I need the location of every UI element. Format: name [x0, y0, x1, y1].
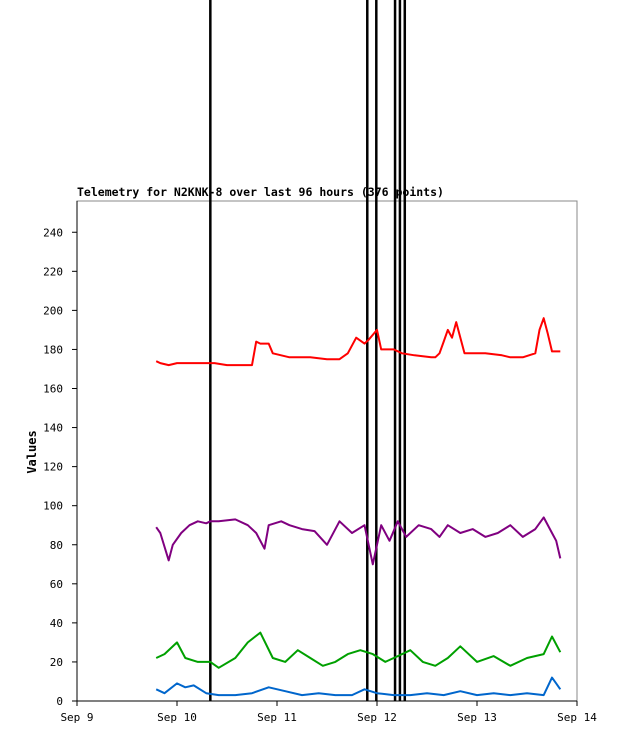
- y-axis-label: Values: [25, 430, 39, 473]
- axes-layer: 0 20 40 60 80 100 120 140 160 180 200 220 240 Sep 9 Se…: [43, 201, 597, 724]
- series-layer: [155, 317, 562, 697]
- x-tick-label: Sep 14: [557, 711, 597, 724]
- y-tick-label: 140: [43, 422, 63, 435]
- x-tick-label: Sep 12: [357, 711, 397, 724]
- y-tick-label: 0: [56, 695, 63, 708]
- y-tick-label: 200: [43, 304, 63, 317]
- y-tick-label: 80: [50, 539, 63, 552]
- y-tick-label: 40: [50, 617, 63, 630]
- x-tick-label: Sep 11: [257, 711, 297, 724]
- y-tick-label: 220: [43, 265, 63, 278]
- y-tick-label: 160: [43, 383, 63, 396]
- series-line-2: [155, 631, 562, 669]
- y-tick-label: 60: [50, 578, 63, 591]
- chart-title: Telemetry for N2KNK-8 over last 96 hours…: [77, 185, 444, 199]
- series-line-1: [155, 516, 562, 566]
- vertical-spikes-layer: [209, 0, 407, 701]
- y-tick-label: 180: [43, 343, 63, 356]
- plot-frame: [76, 200, 578, 702]
- y-tick-label: 120: [43, 461, 63, 474]
- y-tick-label: 240: [43, 226, 63, 239]
- x-tick-label: Sep 10: [157, 711, 197, 724]
- x-tick-label: Sep 13: [457, 711, 497, 724]
- series-line-0: [155, 317, 561, 367]
- x-tick-label: Sep 9: [60, 711, 93, 724]
- y-tick-label: 100: [43, 500, 63, 513]
- y-tick-label: 20: [50, 656, 63, 669]
- series-line-3: [155, 676, 562, 697]
